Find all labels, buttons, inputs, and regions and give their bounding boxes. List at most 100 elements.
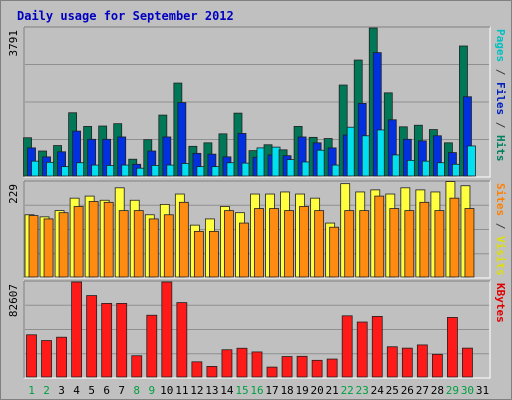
day-label-15: 15 bbox=[235, 384, 248, 397]
legend-entry: Pages bbox=[494, 29, 507, 62]
bar-sites-day-8 bbox=[133, 210, 144, 278]
bar-kbytes-day-10 bbox=[161, 281, 173, 378]
day-label-23: 23 bbox=[356, 384, 369, 397]
bar-sites-day-11 bbox=[178, 201, 189, 278]
bar-kbytes-day-30 bbox=[462, 347, 473, 378]
bar-sites-day-2 bbox=[43, 218, 54, 278]
day-label-18: 18 bbox=[280, 384, 293, 397]
legend-entry: Files bbox=[494, 82, 507, 115]
bar-sites-day-5 bbox=[88, 201, 99, 278]
legend-entry: / bbox=[494, 216, 507, 236]
day-label-20: 20 bbox=[311, 384, 324, 397]
day-label-25: 25 bbox=[386, 384, 399, 397]
panel-legend-label: Sites / Visits bbox=[494, 183, 507, 276]
bar-sites-day-14 bbox=[224, 210, 234, 278]
bar-sites-day-10 bbox=[163, 214, 174, 278]
legend-entry: Visits bbox=[494, 236, 507, 276]
bar-kbytes-day-27 bbox=[416, 344, 428, 378]
day-label-10: 10 bbox=[160, 384, 173, 397]
bar-kbytes-day-5 bbox=[86, 295, 98, 378]
bar-kbytes-day-6 bbox=[101, 302, 113, 378]
bar-kbytes-day-2 bbox=[41, 340, 52, 378]
bar-sites-day-4 bbox=[73, 206, 84, 278]
day-label-12: 12 bbox=[190, 384, 203, 397]
bar-kbytes-day-1 bbox=[26, 334, 37, 378]
day-label-28: 28 bbox=[431, 384, 444, 397]
day-label-16: 16 bbox=[250, 384, 263, 397]
bar-kbytes-day-29 bbox=[447, 317, 458, 378]
bar-sites-day-13 bbox=[209, 230, 219, 278]
bar-kbytes-day-7 bbox=[116, 302, 128, 378]
day-label-8: 8 bbox=[133, 384, 140, 397]
day-label-1: 1 bbox=[28, 384, 35, 397]
panel-max-label: 229 bbox=[7, 184, 20, 204]
bar-kbytes-day-15 bbox=[236, 347, 248, 378]
day-label-5: 5 bbox=[88, 384, 95, 397]
bar-kbytes-day-16 bbox=[251, 351, 263, 378]
day-label-2: 2 bbox=[43, 384, 50, 397]
bar-sites-day-9 bbox=[148, 218, 159, 278]
bar-kbytes-day-4 bbox=[71, 281, 83, 378]
panel-max-label: 82607 bbox=[7, 284, 20, 317]
bar-sites-day-12 bbox=[193, 230, 204, 278]
day-label-27: 27 bbox=[416, 384, 429, 397]
chart-title: Daily usage for September 2012 bbox=[17, 9, 234, 23]
bar-sites-day-29 bbox=[449, 197, 460, 278]
bar-sites-day-19 bbox=[299, 206, 309, 278]
panel-legend-label: Pages / Files / Hits bbox=[494, 29, 507, 162]
bar-kbytes-day-21 bbox=[326, 358, 338, 378]
day-label-29: 29 bbox=[446, 384, 459, 397]
bar-sites-day-3 bbox=[58, 212, 69, 278]
day-label-30: 30 bbox=[461, 384, 474, 397]
bar-kbytes-day-13 bbox=[206, 366, 218, 378]
bar-sites-day-25 bbox=[389, 208, 400, 278]
day-label-21: 21 bbox=[326, 384, 339, 397]
day-label-17: 17 bbox=[265, 384, 278, 397]
panel-legend-label: KBytes bbox=[494, 283, 507, 323]
bar-kbytes-day-22 bbox=[341, 315, 353, 378]
bar-sites-day-17 bbox=[269, 208, 279, 278]
day-label-3: 3 bbox=[58, 384, 65, 397]
bar-sites-day-6 bbox=[103, 201, 114, 278]
legend-entry: Sites bbox=[494, 183, 507, 216]
bar-sites-day-22 bbox=[344, 210, 355, 278]
bar-kbytes-day-19 bbox=[296, 355, 308, 378]
panel-max-label: 3791 bbox=[7, 30, 20, 57]
day-label-31: 31 bbox=[476, 384, 489, 397]
bar-sites-day-21 bbox=[329, 226, 340, 278]
bar-pages-day-30 bbox=[467, 145, 476, 177]
bar-kbytes-day-23 bbox=[356, 321, 368, 378]
bar-sites-day-27 bbox=[419, 201, 430, 278]
bar-sites-day-28 bbox=[434, 210, 445, 278]
bar-kbytes-day-18 bbox=[281, 356, 293, 378]
bar-sites-day-24 bbox=[374, 195, 385, 278]
bar-kbytes-day-9 bbox=[146, 314, 158, 378]
day-label-7: 7 bbox=[118, 384, 125, 397]
bar-kbytes-day-26 bbox=[401, 347, 413, 378]
bar-sites-day-30 bbox=[464, 208, 475, 278]
day-label-13: 13 bbox=[205, 384, 218, 397]
day-label-26: 26 bbox=[401, 384, 414, 397]
bar-sites-day-15 bbox=[239, 222, 249, 278]
bar-kbytes-day-20 bbox=[311, 359, 323, 378]
bar-kbytes-day-28 bbox=[431, 353, 443, 378]
day-label-6: 6 bbox=[103, 384, 110, 397]
day-label-22: 22 bbox=[341, 384, 354, 397]
day-label-19: 19 bbox=[295, 384, 308, 397]
day-label-4: 4 bbox=[73, 384, 80, 397]
bar-kbytes-day-11 bbox=[176, 302, 188, 378]
day-label-11: 11 bbox=[175, 384, 188, 397]
bar-kbytes-day-17 bbox=[266, 366, 278, 378]
legend-entry: Hits bbox=[494, 135, 507, 162]
day-label-9: 9 bbox=[148, 384, 155, 397]
bar-sites-day-18 bbox=[284, 210, 294, 278]
bar-kbytes-day-8 bbox=[131, 355, 143, 378]
day-label-24: 24 bbox=[371, 384, 385, 397]
bar-sites-day-16 bbox=[254, 208, 264, 278]
bar-kbytes-day-3 bbox=[56, 336, 67, 378]
bar-kbytes-day-25 bbox=[386, 346, 398, 378]
legend-entry: / bbox=[494, 115, 507, 135]
bar-sites-day-1 bbox=[28, 215, 39, 278]
bar-kbytes-day-24 bbox=[371, 315, 383, 378]
